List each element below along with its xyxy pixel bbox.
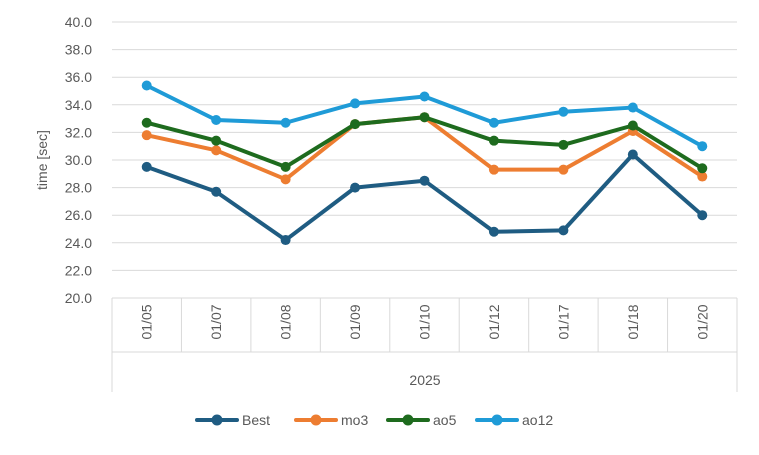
data-point <box>488 117 499 128</box>
x-tick-label: 01/08 <box>278 304 294 339</box>
gridlines <box>112 21 737 299</box>
data-point <box>627 102 638 113</box>
data-point <box>627 149 638 160</box>
legend-marker <box>491 414 503 426</box>
legend-label: ao5 <box>433 412 457 428</box>
data-point <box>211 135 222 146</box>
y-tick-label: 30.0 <box>65 152 92 168</box>
legend-marker <box>402 414 414 426</box>
data-point <box>141 80 152 91</box>
data-point <box>558 139 569 150</box>
data-point <box>488 226 499 237</box>
data-point <box>141 117 152 128</box>
data-point <box>141 130 152 141</box>
data-point <box>211 186 222 197</box>
data-point <box>419 112 430 123</box>
legend-item-mo3: mo3 <box>294 412 368 428</box>
legend-item-ao12: ao12 <box>475 412 553 428</box>
x-axis: 01/05 01/07 01/08 01/09 01/10 01/12 01/17 01/18… <box>111 298 738 392</box>
data-point <box>558 164 569 175</box>
y-tick-label: 38.0 <box>65 42 92 58</box>
y-axis-tick-labels: 20.0 22.0 24.0 26.0 28.0 30.0 32.0 34.0 36.0 38.0… <box>65 14 92 306</box>
series-mo3 <box>141 112 708 185</box>
data-point <box>350 98 361 109</box>
data-point <box>627 120 638 131</box>
data-point <box>697 141 708 152</box>
data-point <box>488 164 499 175</box>
data-point <box>141 161 152 172</box>
y-tick-label: 20.0 <box>65 290 92 306</box>
x-axis-group-label: 2025 <box>409 372 440 388</box>
data-point <box>697 163 708 174</box>
data-point <box>697 210 708 221</box>
series-line <box>144 115 705 171</box>
data-point <box>419 91 430 102</box>
series-best <box>141 149 708 246</box>
data-point <box>280 161 291 172</box>
data-point <box>211 114 222 125</box>
y-tick-label: 28.0 <box>65 180 92 196</box>
x-tick-label: 01/07 <box>208 304 224 339</box>
legend: Best mo3 ao5 ao12 <box>195 412 553 428</box>
data-point <box>558 225 569 236</box>
x-tick-label: 01/18 <box>625 304 641 339</box>
legend-marker <box>310 414 322 426</box>
data-point <box>211 145 222 156</box>
series-ao5 <box>141 112 708 174</box>
x-tick-label: 01/05 <box>139 304 155 339</box>
data-point <box>419 175 430 186</box>
data-point <box>488 135 499 146</box>
x-tick-label: 01/12 <box>486 304 502 339</box>
legend-label: mo3 <box>341 412 368 428</box>
y-tick-label: 26.0 <box>65 207 92 223</box>
legend-label: Best <box>242 412 270 428</box>
y-tick-label: 32.0 <box>65 124 92 140</box>
series-line <box>144 152 705 243</box>
y-tick-label: 24.0 <box>65 235 92 251</box>
series-ao12 <box>141 80 708 152</box>
x-tick-label: 01/20 <box>694 304 710 339</box>
y-axis-label: time [sec] <box>34 130 50 190</box>
data-point <box>558 106 569 117</box>
y-tick-label: 34.0 <box>65 97 92 113</box>
y-tick-label: 36.0 <box>65 69 92 85</box>
x-tick-label: 01/17 <box>555 304 571 339</box>
y-tick-label: 40.0 <box>65 14 92 30</box>
legend-item-best: Best <box>195 412 270 428</box>
data-point <box>280 235 291 246</box>
series-lines <box>141 80 708 246</box>
x-tick-label: 01/10 <box>417 304 433 339</box>
data-point <box>280 174 291 185</box>
legend-marker <box>211 414 223 426</box>
data-point <box>350 119 361 130</box>
x-tick-label: 01/09 <box>347 304 363 339</box>
data-point <box>697 171 708 182</box>
legend-item-ao5: ao5 <box>386 412 457 428</box>
y-tick-label: 22.0 <box>65 262 92 278</box>
data-point <box>350 182 361 193</box>
data-point <box>280 117 291 128</box>
legend-label: ao12 <box>522 412 553 428</box>
